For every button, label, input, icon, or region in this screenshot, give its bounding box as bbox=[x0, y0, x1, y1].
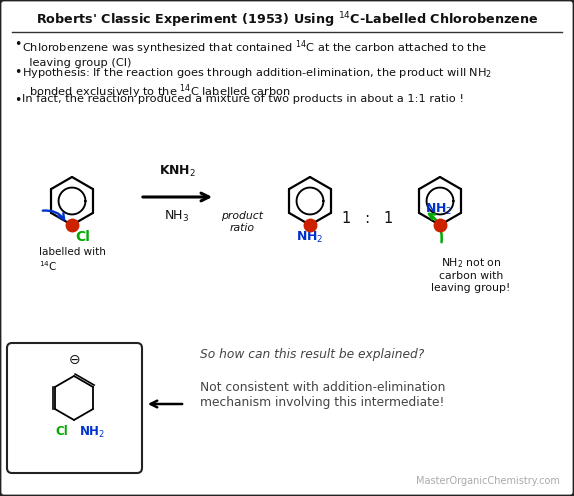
Text: Not consistent with addition-elimination
mechanism involving this intermediate!: Not consistent with addition-elimination… bbox=[200, 381, 445, 409]
Text: product
ratio: product ratio bbox=[221, 211, 263, 233]
Text: Chlorobenzene was synthesized that contained $^{14}$C at the carbon attached to : Chlorobenzene was synthesized that conta… bbox=[22, 38, 487, 68]
Text: In fact, the reaction produced a mixture of two products in about a 1:1 ratio !: In fact, the reaction produced a mixture… bbox=[22, 94, 464, 104]
Text: •: • bbox=[14, 94, 21, 107]
Text: So how can this result be explained?: So how can this result be explained? bbox=[200, 348, 424, 361]
Text: NH$_3$: NH$_3$ bbox=[164, 209, 189, 224]
Text: •: • bbox=[14, 38, 21, 51]
Text: KNH$_2$: KNH$_2$ bbox=[158, 164, 196, 179]
Text: Roberts' Classic Experiment (1953) Using $^{14}$C-Labelled Chlorobenzene: Roberts' Classic Experiment (1953) Using… bbox=[36, 10, 538, 30]
Text: $\ominus$: $\ominus$ bbox=[68, 353, 80, 367]
Text: NH$_2$: NH$_2$ bbox=[296, 230, 324, 245]
Text: NH$_2$ not on
carbon with
leaving group!: NH$_2$ not on carbon with leaving group! bbox=[432, 256, 511, 293]
Text: Cl: Cl bbox=[75, 230, 90, 244]
Text: 1   :   1: 1 : 1 bbox=[342, 211, 394, 226]
Text: labelled with
$^{14}$C: labelled with $^{14}$C bbox=[39, 247, 106, 273]
Text: Cl: Cl bbox=[55, 425, 68, 438]
Text: MasterOrganicChemistry.com: MasterOrganicChemistry.com bbox=[416, 476, 560, 486]
Text: Hypothesis: If the reaction goes through addition-elimination, the product will : Hypothesis: If the reaction goes through… bbox=[22, 66, 492, 101]
FancyBboxPatch shape bbox=[7, 343, 142, 473]
Text: •: • bbox=[14, 66, 21, 79]
Text: NH$_2$: NH$_2$ bbox=[425, 201, 452, 217]
Text: NH$_2$: NH$_2$ bbox=[79, 425, 105, 440]
